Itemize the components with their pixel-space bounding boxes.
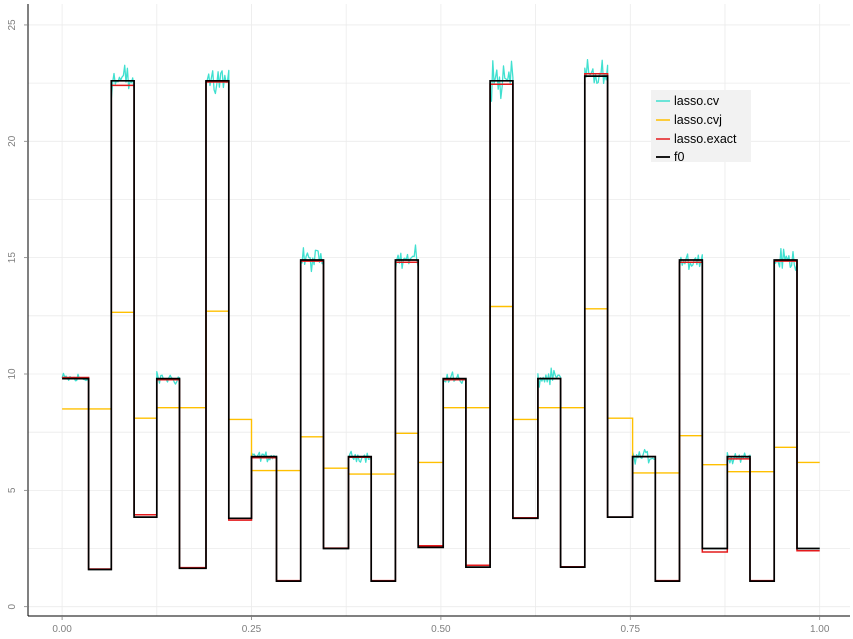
x-ticks: 0.00 0.25 0.50 0.75 1.00 <box>52 616 830 635</box>
legend: lasso.cv lasso.cvj lasso.exact f0 <box>651 90 751 164</box>
y-tick-label: 25 <box>7 19 18 31</box>
legend-background <box>651 90 751 162</box>
y-tick-label: 20 <box>7 135 18 147</box>
x-tick-label: 0.25 <box>242 624 262 635</box>
y-tick-label: 0 <box>7 603 18 609</box>
legend-label-lasso-cvj: lasso.cvj <box>674 113 722 127</box>
legend-label-lasso-cv: lasso.cv <box>674 94 720 108</box>
series-line-f0 <box>62 75 820 582</box>
x-tick-label: 0.50 <box>431 624 451 635</box>
y-ticks: 0 5 10 15 20 25 <box>7 19 28 609</box>
y-tick-label: 15 <box>7 252 18 264</box>
legend-label-lasso-exact: lasso.exact <box>674 132 737 146</box>
x-tick-label: 0.00 <box>52 624 72 635</box>
axes <box>27 4 850 617</box>
x-tick-label: 1.00 <box>810 624 830 635</box>
y-tick-label: 10 <box>7 368 18 380</box>
y-tick-label: 5 <box>7 487 18 493</box>
x-tick-label: 0.75 <box>621 624 641 635</box>
legend-label-f0: f0 <box>674 150 684 164</box>
series-lines <box>61 58 820 582</box>
